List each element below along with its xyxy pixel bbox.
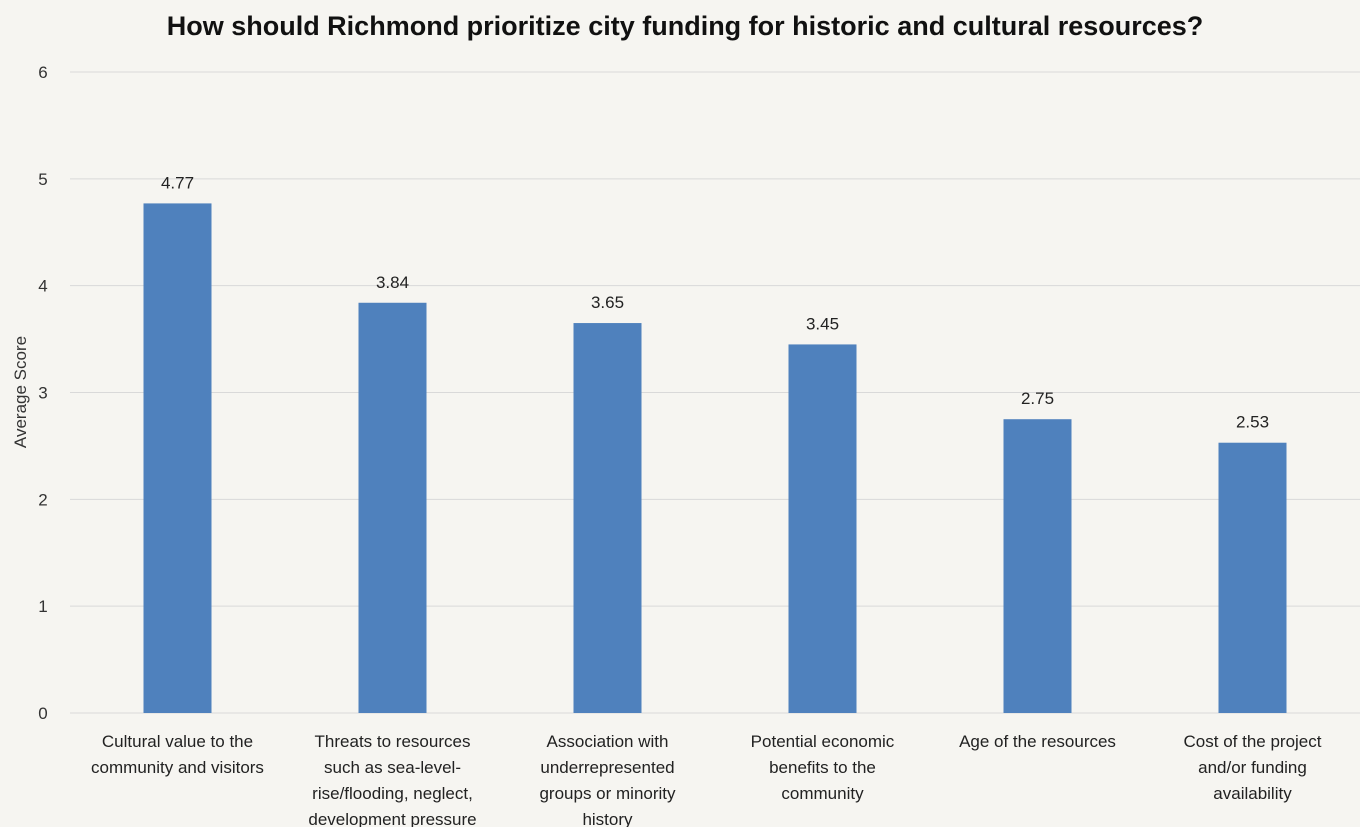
category-label: Cost of the project — [1184, 732, 1322, 751]
category-label: history — [582, 810, 633, 827]
y-tick-label: 2 — [38, 490, 47, 509]
bar — [358, 302, 427, 713]
data-label: 3.65 — [591, 293, 624, 312]
y-tick-label: 5 — [38, 170, 47, 189]
y-tick-label: 0 — [38, 704, 47, 723]
category-label: Threats to resources — [315, 732, 471, 751]
category-label: community — [781, 784, 864, 803]
category-label: Age of the resources — [959, 732, 1116, 751]
category-labels: Cultural value to the community and visit… — [91, 732, 1322, 827]
data-label: 3.45 — [806, 314, 839, 333]
category-label: underrepresented — [540, 758, 674, 777]
y-tick-label: 1 — [38, 597, 47, 616]
data-label: 3.84 — [376, 273, 409, 292]
category-label: availability — [1213, 784, 1292, 803]
y-axis-title: Average Score — [11, 336, 30, 448]
y-tick-label: 3 — [38, 384, 47, 403]
y-tick-label: 6 — [38, 63, 47, 82]
bar — [143, 203, 212, 713]
category-label: Cultural value to the — [102, 732, 253, 751]
data-label: 2.75 — [1021, 389, 1054, 408]
category-label: groups or minority — [539, 784, 676, 803]
chart-title: How should Richmond prioritize city fund… — [167, 11, 1204, 41]
y-tick-labels: 0 1 2 3 4 5 6 — [38, 63, 47, 723]
category-label: community and visitors — [91, 758, 264, 777]
category-label: Potential economic — [751, 732, 895, 751]
category-label: such as sea-level- — [324, 758, 461, 777]
category-label: Association with — [547, 732, 669, 751]
data-label: 4.77 — [161, 173, 194, 192]
bar — [573, 323, 642, 713]
data-label: 2.53 — [1236, 413, 1269, 432]
gridlines — [70, 71, 1360, 714]
category-label: and/or funding — [1198, 758, 1307, 777]
bars — [143, 203, 1287, 713]
category-label: benefits to the — [769, 758, 876, 777]
data-labels: 4.77 3.84 3.65 3.45 2.75 2.53 — [161, 173, 1269, 431]
bar — [1218, 442, 1287, 713]
bar — [788, 344, 857, 713]
category-label: rise/flooding, neglect, — [312, 784, 473, 803]
bar — [1003, 419, 1072, 713]
y-tick-label: 4 — [38, 277, 47, 296]
category-label: development pressure — [308, 810, 476, 827]
